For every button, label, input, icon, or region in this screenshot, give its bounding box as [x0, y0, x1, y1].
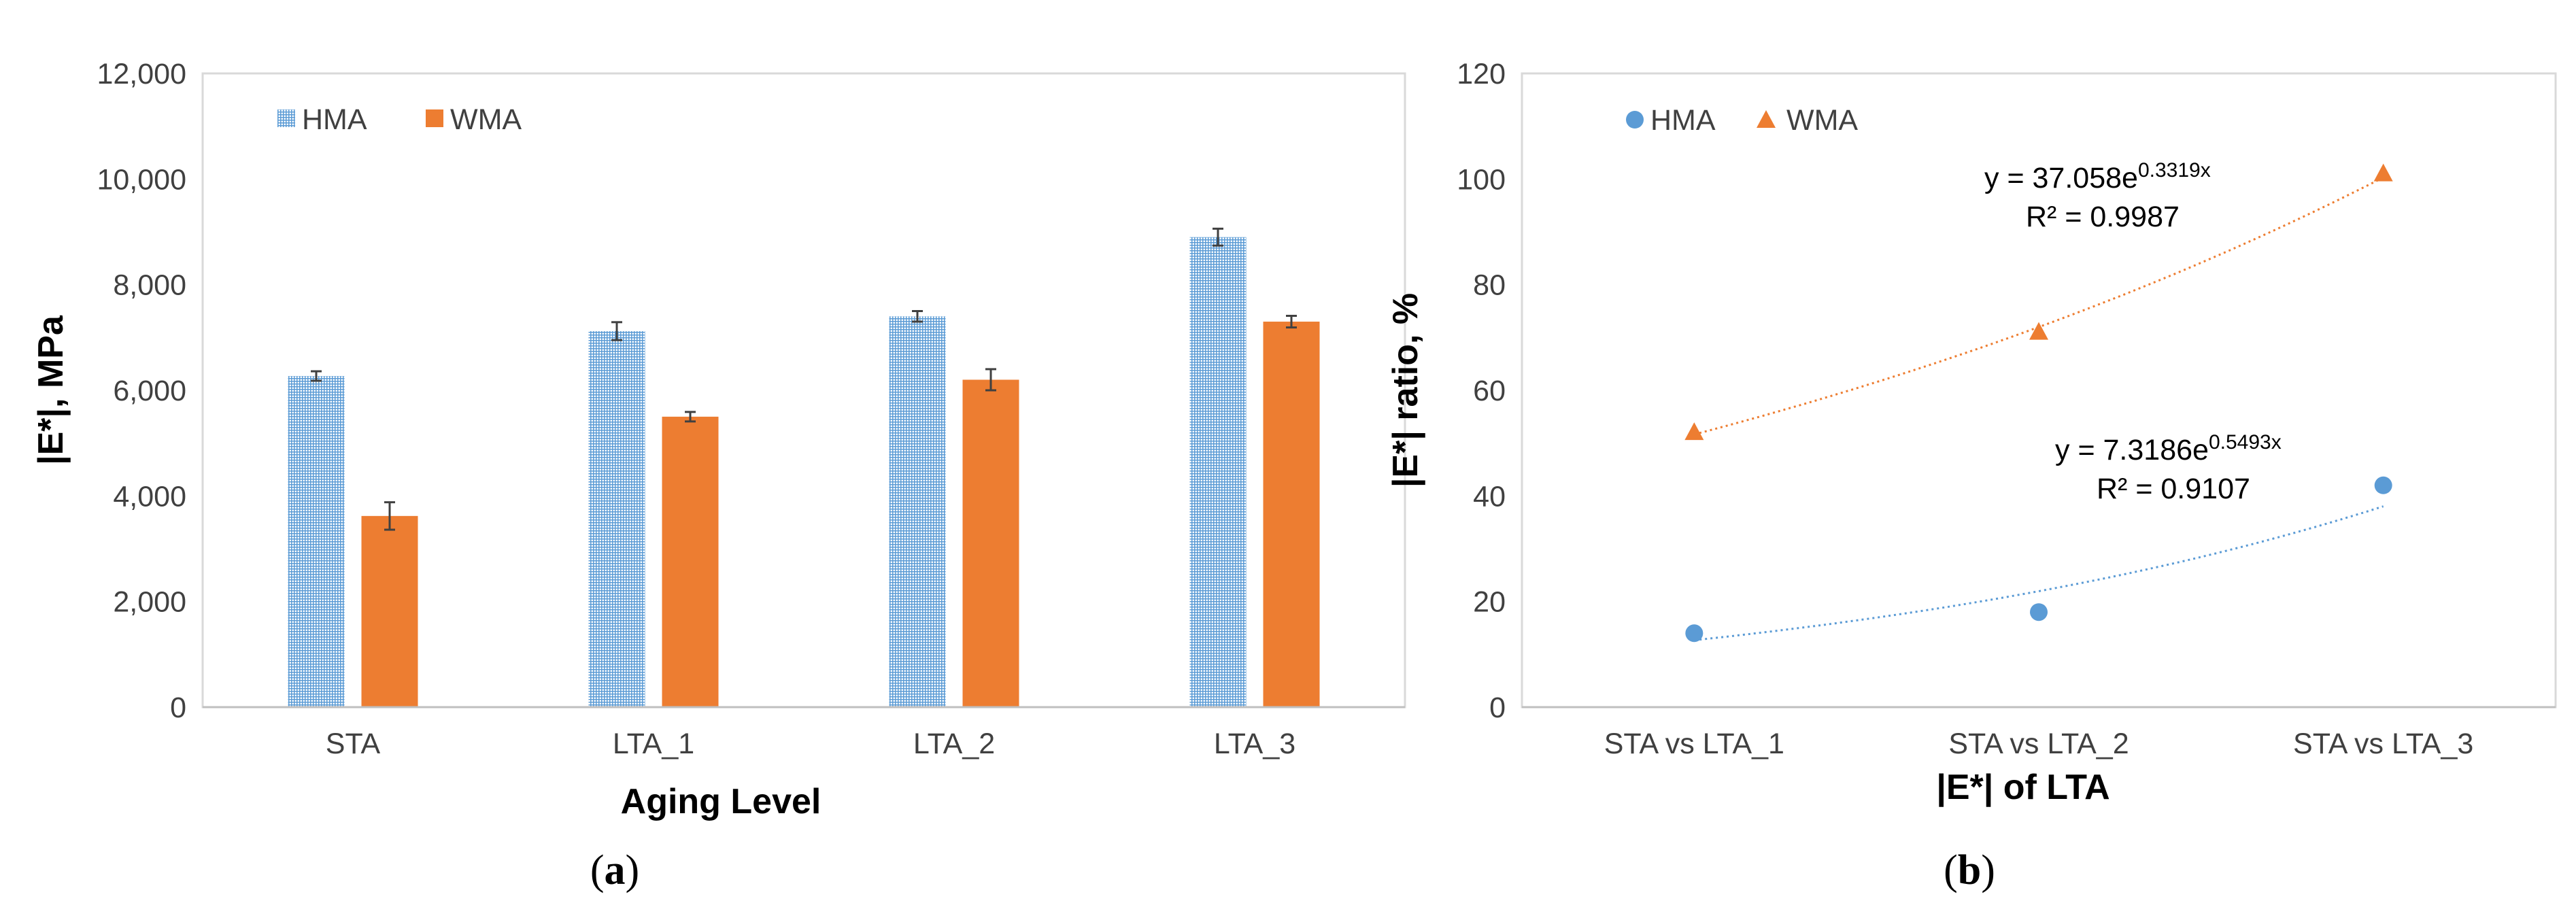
y-tick-label: 120: [1457, 58, 1506, 90]
legend-label-hma: HMA: [302, 103, 367, 136]
bar-wma: [662, 416, 719, 707]
x-tick-label: STA vs LTA_2: [1948, 728, 2129, 760]
legend-swatch-hma: [277, 109, 295, 127]
bar-hma: [588, 331, 645, 708]
y-tick-label: 2,000: [113, 586, 186, 619]
y-tick-label: 60: [1473, 375, 1506, 407]
legend-marker-wma: [1757, 110, 1776, 128]
chart-a: 0 2,000 4,000 6,000 8,000 10,000 12,000 STA LTA…: [31, 58, 1406, 893]
y-tick-label: 6,000: [113, 375, 186, 407]
chart-a-y-ticks: 0 2,000 4,000 6,000 8,000 10,000 12,000: [97, 58, 186, 724]
bar-wma: [1263, 322, 1320, 707]
trendline-equation-hma: y = 7.3186e0.5493x R² = 0.9107: [2055, 431, 2282, 505]
error-bar-wma: [685, 411, 696, 423]
svg-text:y = 37.058e0.3319x: y = 37.058e0.3319x: [1984, 159, 2211, 194]
svg-text:R² = 0.9107: R² = 0.9107: [2097, 473, 2250, 505]
chart-b-y-ticks: 0 20 40 60 80 100 120: [1457, 58, 1506, 724]
point-hma: [2030, 603, 2048, 621]
y-tick-label: 10,000: [97, 163, 186, 196]
svg-text:R² = 0.9987: R² = 0.9987: [2026, 201, 2180, 233]
point-wma: [2373, 163, 2393, 182]
y-tick-label: 0: [170, 692, 186, 724]
legend-swatch-wma: [426, 109, 443, 127]
error-bar-wma: [1286, 314, 1297, 329]
chart-a-bars: [288, 227, 1320, 708]
y-tick-label: 40: [1473, 480, 1506, 513]
x-tick-label: STA vs LTA_3: [2293, 728, 2473, 760]
chart-a-legend: HMA WMA: [277, 103, 522, 136]
panel-label-b: (b): [1944, 847, 1995, 893]
chart-a-y-axis-title: |E*|, MPa: [31, 315, 71, 465]
trendline-hma: [1694, 505, 2384, 641]
y-tick-label: 20: [1473, 586, 1506, 619]
chart-b-trendlines: [1693, 176, 2384, 641]
x-tick-label: LTA_1: [613, 728, 694, 760]
chart-b-x-ticks: STA vs LTA_1 STA vs LTA_2 STA vs LTA_3: [1604, 728, 2474, 760]
legend-label-wma: WMA: [1786, 104, 1858, 137]
chart-b-legend: HMA WMA: [1626, 104, 1858, 137]
point-wma: [2029, 322, 2048, 340]
bar-wma: [361, 515, 418, 707]
legend-marker-hma: [1626, 111, 1644, 129]
chart-a-x-axis-title: Aging Level: [621, 782, 821, 821]
y-tick-label: 8,000: [113, 269, 186, 302]
error-bar-wma: [384, 501, 395, 531]
chart-a-x-ticks: STA LTA_1 LTA_2 LTA_3: [326, 728, 1295, 760]
point-hma: [2374, 476, 2392, 494]
error-bar-hma: [311, 370, 322, 382]
y-tick-label: 80: [1473, 269, 1506, 302]
error-bar-wma: [985, 368, 996, 392]
y-tick-label: 12,000: [97, 58, 186, 90]
error-bar-hma: [1213, 227, 1223, 247]
y-tick-label: 100: [1457, 163, 1506, 196]
bar-hma: [288, 376, 345, 707]
svg-text:y = 7.3186e0.5493x: y = 7.3186e0.5493x: [2055, 431, 2282, 466]
trendline-equation-wma: y = 37.058e0.3319x R² = 0.9987: [1984, 159, 2211, 233]
chart-b: 0 20 40 60 80 100 120 STA vs LTA_1 STA vs LTA_2…: [1386, 58, 2557, 893]
bar-wma: [962, 379, 1019, 707]
bar-hma: [1189, 237, 1247, 707]
error-bar-hma: [912, 310, 923, 323]
legend-label-hma: HMA: [1650, 104, 1716, 137]
error-bar-hma: [611, 321, 622, 341]
point-wma: [1684, 422, 1704, 441]
bar-hma: [889, 316, 946, 707]
y-tick-label: 0: [1489, 692, 1506, 724]
legend-label-wma: WMA: [450, 103, 522, 136]
x-tick-label: STA: [326, 728, 381, 760]
panel-label-a: (a): [590, 847, 639, 893]
point-hma: [1685, 624, 1704, 643]
chart-b-y-axis-title: |E*| ratio, %: [1386, 293, 1425, 488]
chart-b-points: [1684, 163, 2393, 643]
x-tick-label: LTA_2: [913, 728, 995, 760]
x-tick-label: STA vs LTA_1: [1604, 728, 1784, 760]
y-tick-label: 4,000: [113, 480, 186, 513]
chart-b-x-axis-title: |E*| of LTA: [1936, 768, 2109, 807]
x-tick-label: LTA_3: [1214, 728, 1295, 760]
